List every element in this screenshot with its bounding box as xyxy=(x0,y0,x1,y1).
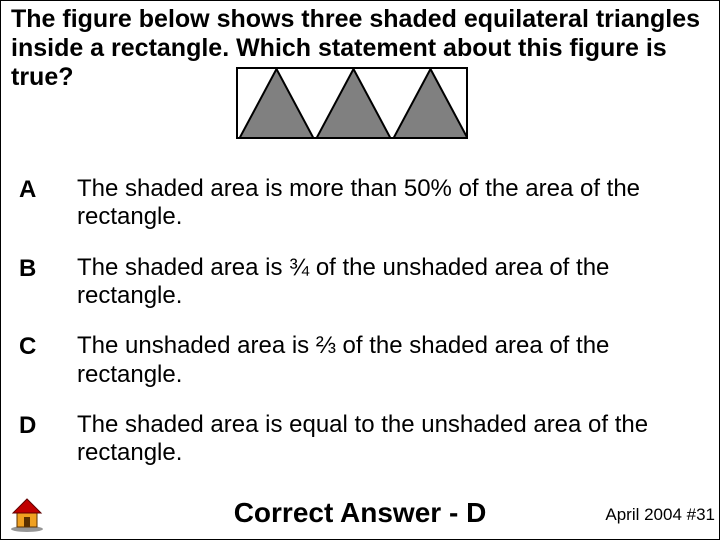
option-letter: B xyxy=(19,254,77,283)
option-row[interactable]: A The shaded area is more than 50% of th… xyxy=(19,175,701,232)
home-icon[interactable] xyxy=(7,493,47,533)
option-letter: C xyxy=(19,332,77,361)
footer: Correct Answer - D April 2004 #31 xyxy=(1,489,719,535)
option-text: The unshaded area is ⅔ of the shaded are… xyxy=(77,332,701,389)
option-letter: D xyxy=(19,411,77,440)
option-row[interactable]: C The unshaded area is ⅔ of the shaded a… xyxy=(19,332,701,389)
option-text: The shaded area is equal to the unshaded… xyxy=(77,411,701,468)
triangle xyxy=(238,69,315,139)
option-text: The shaded area is ¾ of the unshaded are… xyxy=(77,254,701,311)
triangle xyxy=(392,69,468,139)
triangles-figure xyxy=(236,67,468,139)
source-tag: April 2004 #31 xyxy=(605,505,715,525)
option-row[interactable]: D The shaded area is equal to the unshad… xyxy=(19,411,701,468)
option-text: The shaded area is more than 50% of the … xyxy=(77,175,701,232)
triangle xyxy=(315,69,392,139)
correct-answer: Correct Answer - D xyxy=(234,497,487,529)
figure xyxy=(236,67,468,139)
option-row[interactable]: B The shaded area is ¾ of the unshaded a… xyxy=(19,254,701,311)
option-letter: A xyxy=(19,175,77,204)
options-list: A The shaded area is more than 50% of th… xyxy=(1,175,719,490)
